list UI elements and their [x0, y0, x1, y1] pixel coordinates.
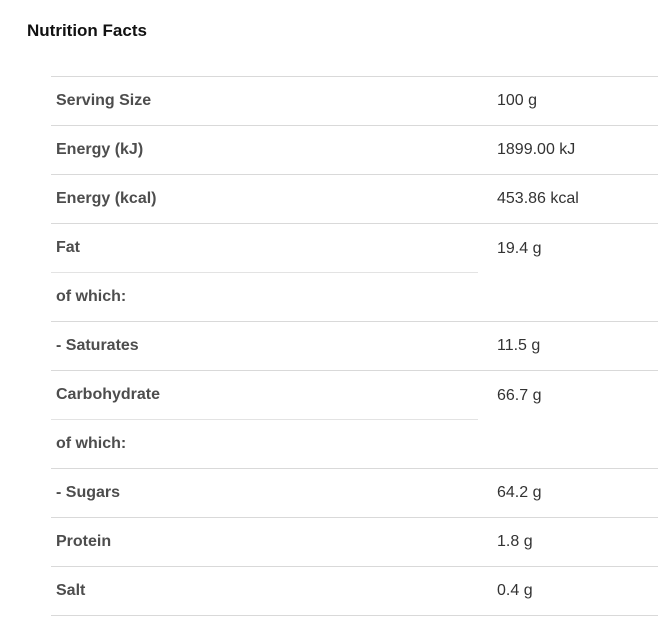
nutrient-value: 1.8 g — [478, 518, 658, 567]
table-row-carbohydrate: Carbohydrate 66.7 g — [51, 371, 658, 420]
nutrient-value: 0.4 g — [478, 567, 658, 616]
nutrient-label: Carbohydrate — [51, 371, 478, 420]
table-row-fat-of-which: of which: — [51, 273, 658, 322]
nutrient-value: 64.2 g — [478, 469, 658, 518]
nutrient-value: 1899.00 kJ — [478, 126, 658, 175]
table-row-sugars: - Sugars 64.2 g — [51, 469, 658, 518]
nutrient-value: 19.4 g — [497, 239, 542, 257]
table-row-serving-size: Serving Size 100 g — [51, 77, 658, 126]
table-row-protein: Protein 1.8 g — [51, 518, 658, 567]
nutrient-value: 100 g — [478, 77, 658, 126]
nutrient-value: 453.86 kcal — [478, 175, 658, 224]
table-row-fat: Fat 19.4 g — [51, 224, 658, 273]
table-row-energy-kj: Energy (kJ) 1899.00 kJ — [51, 126, 658, 175]
nutrient-label: Salt — [51, 567, 478, 616]
nutrient-value: 66.7 g — [497, 386, 542, 404]
nutrient-label: Fat — [51, 224, 478, 273]
nutrient-value — [478, 273, 658, 322]
nutrient-label: - Sugars — [51, 469, 478, 518]
nutrient-label: Serving Size — [51, 77, 478, 126]
page-title: Nutrition Facts — [27, 21, 147, 40]
nutrient-label: Energy (kcal) — [51, 175, 478, 224]
nutrient-label: - Saturates — [51, 322, 478, 371]
nutrient-label: of which: — [51, 420, 478, 469]
nutrient-value — [478, 420, 658, 469]
nutrient-label: Protein — [51, 518, 478, 567]
table-row-salt: Salt 0.4 g — [51, 567, 658, 616]
nutrient-value: 11.5 g — [478, 322, 658, 371]
nutrient-label: Energy (kJ) — [51, 126, 478, 175]
table-row-energy-kcal: Energy (kcal) 453.86 kcal — [51, 175, 658, 224]
table-row-carbohydrate-of-which: of which: — [51, 420, 658, 469]
nutrient-label: of which: — [51, 273, 478, 322]
nutrition-facts-table: Serving Size 100 g Energy (kJ) 1899.00 k… — [51, 76, 658, 616]
table-row-saturates: - Saturates 11.5 g — [51, 322, 658, 371]
